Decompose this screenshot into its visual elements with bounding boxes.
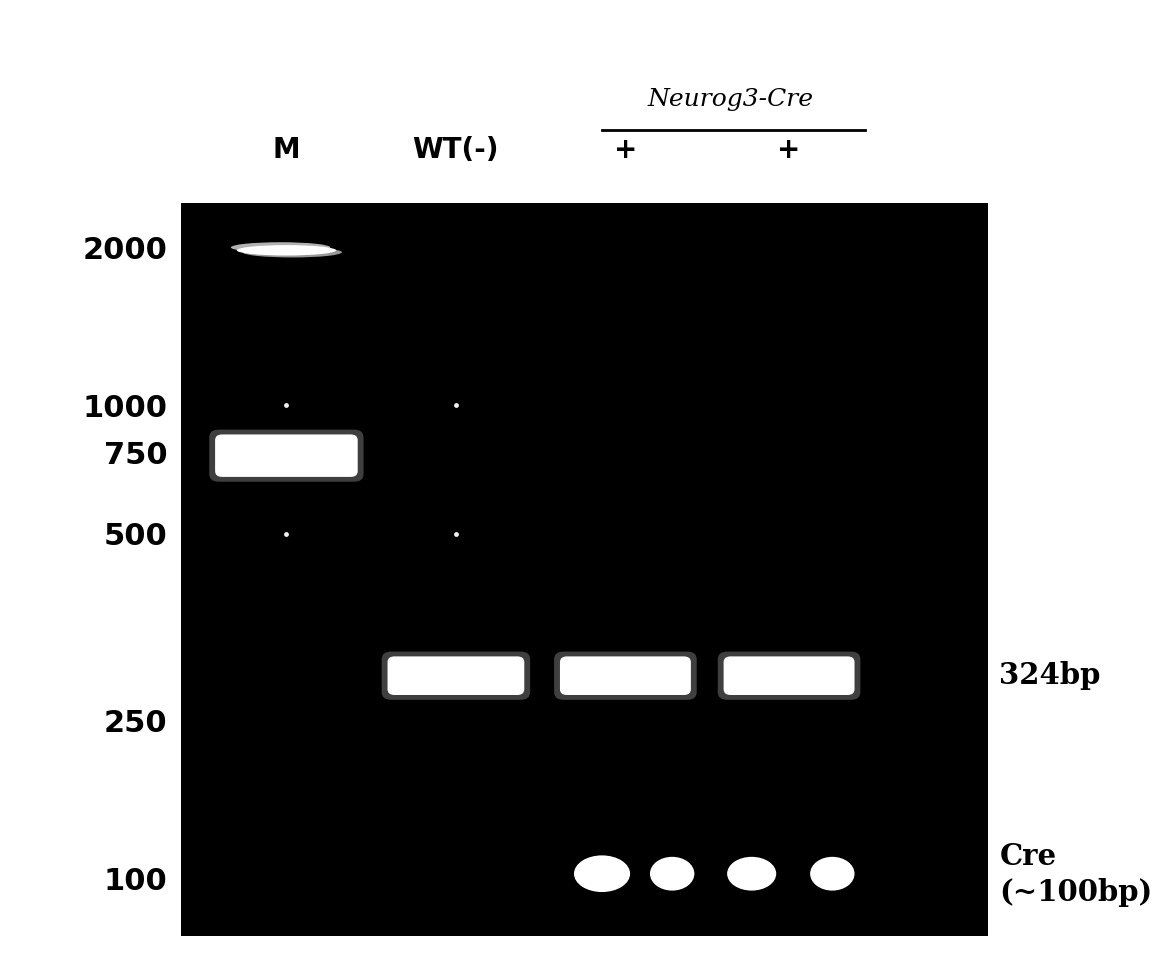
- Ellipse shape: [650, 857, 694, 891]
- Bar: [181, 203, 988, 936]
- Ellipse shape: [727, 857, 776, 891]
- FancyBboxPatch shape: [560, 656, 691, 695]
- FancyBboxPatch shape: [724, 656, 855, 695]
- Ellipse shape: [236, 245, 337, 256]
- Text: WT(-): WT(-): [413, 135, 499, 164]
- Text: 2000: 2000: [82, 235, 167, 264]
- Ellipse shape: [230, 242, 331, 253]
- Ellipse shape: [243, 247, 341, 258]
- FancyBboxPatch shape: [381, 651, 531, 700]
- Text: 500: 500: [103, 522, 167, 551]
- Ellipse shape: [574, 855, 630, 892]
- Text: 750: 750: [104, 441, 167, 470]
- Text: +: +: [777, 135, 801, 164]
- Text: (~100bp): (~100bp): [999, 877, 1153, 906]
- Text: M: M: [272, 135, 300, 164]
- Text: 250: 250: [104, 709, 167, 738]
- Ellipse shape: [810, 857, 855, 891]
- Text: Neurog3-Cre: Neurog3-Cre: [648, 88, 814, 111]
- Text: Cre: Cre: [999, 842, 1057, 871]
- Text: 324bp: 324bp: [999, 661, 1101, 690]
- FancyBboxPatch shape: [388, 656, 524, 695]
- FancyBboxPatch shape: [209, 429, 364, 482]
- FancyBboxPatch shape: [554, 651, 697, 700]
- Text: 100: 100: [103, 867, 167, 896]
- FancyBboxPatch shape: [718, 651, 860, 700]
- Text: +: +: [614, 135, 637, 164]
- Text: 1000: 1000: [82, 394, 167, 423]
- FancyBboxPatch shape: [215, 434, 358, 477]
